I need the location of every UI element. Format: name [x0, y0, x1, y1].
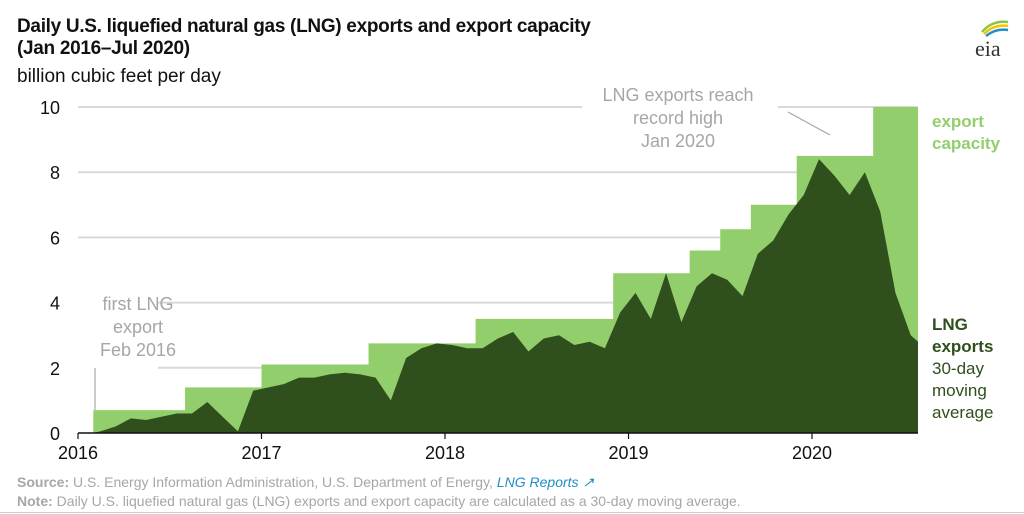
logo-text: eia	[975, 36, 1001, 61]
legend-export-capacity: export capacity	[932, 111, 1000, 155]
legend-lng-exports: LNG exports 30-day moving average	[932, 314, 993, 424]
legend-capacity-line1: export	[932, 112, 984, 131]
chart-title-line1: Daily U.S. liquefied natural gas (LNG) e…	[17, 16, 591, 37]
annotation-record-high: LNG exports reach record high Jan 2020	[602, 85, 831, 151]
legend-exports-sub3: average	[932, 403, 994, 422]
source-line: Source: U.S. Energy Information Administ…	[17, 474, 594, 491]
eia-logo: eia	[975, 20, 1009, 61]
y-tick-10: 10	[40, 98, 60, 118]
annotation-record-leader	[787, 111, 831, 136]
x-tick-2020: 2020	[792, 443, 832, 463]
series-lng-exports	[93, 159, 918, 433]
external-link-icon[interactable]: ↗	[578, 474, 595, 490]
y-tick-6: 6	[50, 228, 60, 248]
annotation-first-export-line3: Feb 2016	[100, 340, 176, 360]
annotation-record-line3: Jan 2020	[641, 131, 715, 151]
y-tick-4: 4	[50, 294, 60, 314]
x-tick-2016: 2016	[58, 443, 98, 463]
y-tick-0: 0	[50, 424, 60, 444]
note-line: Note: Daily U.S. liquefied natural gas (…	[17, 493, 741, 509]
footer-divider	[0, 512, 1024, 513]
y-axis-unit: billion cubic feet per day	[17, 66, 221, 87]
legend-exports-sub2: moving	[932, 381, 987, 400]
annotation-record-line1: LNG exports reach	[602, 85, 753, 105]
x-tick-2019: 2019	[608, 443, 648, 463]
x-axis: 2016 2017 2018 2019 2020	[58, 432, 918, 463]
chart-title-line2: (Jan 2016–Jul 2020)	[17, 38, 190, 59]
note-text: Daily U.S. liquefied natural gas (LNG) e…	[52, 493, 741, 509]
x-tick-2018: 2018	[425, 443, 465, 463]
lng-reports-link[interactable]: LNG Reports	[496, 474, 579, 490]
note-label: Note:	[17, 493, 53, 509]
annotation-first-export-line2: export	[113, 317, 163, 337]
legend-capacity-line2: capacity	[932, 134, 1001, 153]
y-tick-2: 2	[50, 359, 60, 379]
source-label: Source:	[17, 474, 70, 490]
legend-exports-line1: LNG	[932, 315, 968, 334]
chart-title: Daily U.S. liquefied natural gas (LNG) e…	[17, 16, 591, 60]
y-tick-8: 8	[50, 163, 60, 183]
annotation-first-export-line1: first LNG	[102, 294, 173, 314]
x-tick-2017: 2017	[241, 443, 281, 463]
legend-exports-sub1: 30-day	[932, 359, 984, 378]
legend-exports-line2: exports	[932, 337, 994, 356]
annotation-record-line2: record high	[633, 108, 723, 128]
annotation-first-export: first LNG export Feb 2016	[94, 294, 176, 410]
source-text: U.S. Energy Information Administration, …	[69, 474, 497, 490]
y-tick-labels: 0 2 4 6 8 10	[40, 98, 60, 444]
